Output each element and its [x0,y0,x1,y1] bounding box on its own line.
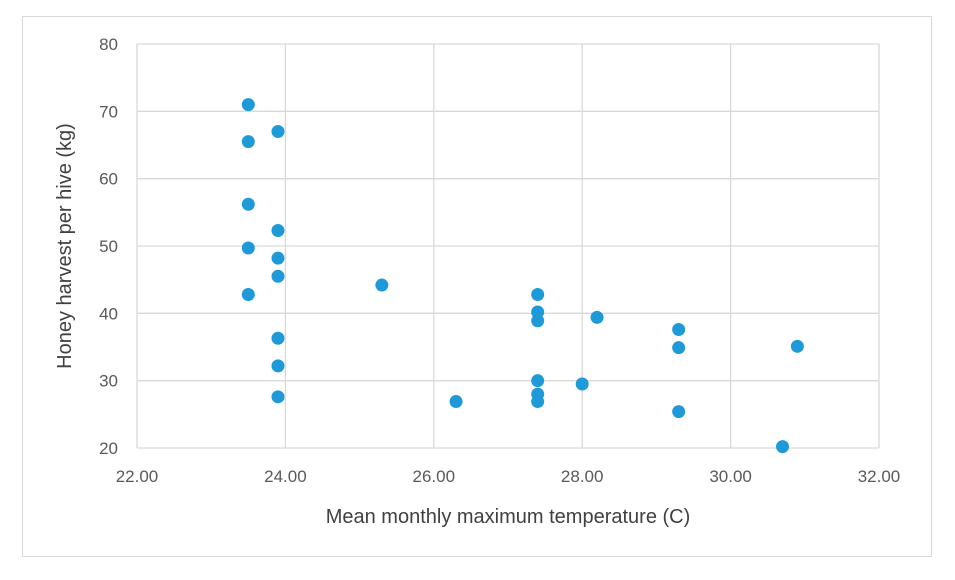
x-tick-label: 32.00 [858,467,901,486]
data-points [241,98,804,454]
data-point [575,377,589,391]
x-tick-label: 26.00 [413,467,456,486]
data-point [271,269,285,283]
data-point [241,98,255,112]
data-point [590,310,604,324]
data-point [375,278,389,292]
y-axis-ticks: 20 30 40 50 60 70 80 [99,35,118,458]
scatter-chart: 20 30 40 50 60 70 80 22.00 24.00 26.00 28.00 30.00… [54,35,901,528]
x-axis-title: Mean monthly maximum temperature (C) [326,506,691,528]
data-point [241,241,255,255]
data-point [672,341,686,355]
x-axis-ticks: 22.00 24.00 26.00 28.00 30.00 32.00 [116,467,901,486]
data-point [672,322,686,336]
y-axis-title: Honey harvest per hive (kg) [54,123,76,369]
data-point [271,125,285,139]
data-point [241,135,255,149]
data-point [271,390,285,404]
data-point [271,359,285,373]
x-tick-label: 22.00 [116,467,159,486]
data-point [449,395,463,409]
x-tick-label: 30.00 [709,467,752,486]
y-tick-label: 20 [99,439,118,458]
data-point [531,314,545,328]
data-point [672,405,686,419]
y-tick-label: 30 [99,372,118,391]
x-tick-label: 24.00 [264,467,307,486]
y-tick-label: 40 [99,304,118,323]
data-point [271,251,285,265]
data-point [531,374,545,388]
data-point [271,331,285,345]
y-tick-label: 80 [99,35,118,54]
data-point [790,339,804,353]
data-point [271,224,285,238]
data-point [241,287,255,301]
data-point [241,197,255,211]
chart-area: 20 30 40 50 60 70 80 22.00 24.00 26.00 28.00 30.00… [22,16,932,557]
x-tick-label: 28.00 [561,467,604,486]
data-point [531,395,545,409]
data-point [531,287,545,301]
y-tick-label: 50 [99,237,118,256]
data-point [776,440,790,454]
gridlines [136,43,880,449]
y-tick-label: 70 [99,102,118,121]
y-tick-label: 60 [99,170,118,189]
